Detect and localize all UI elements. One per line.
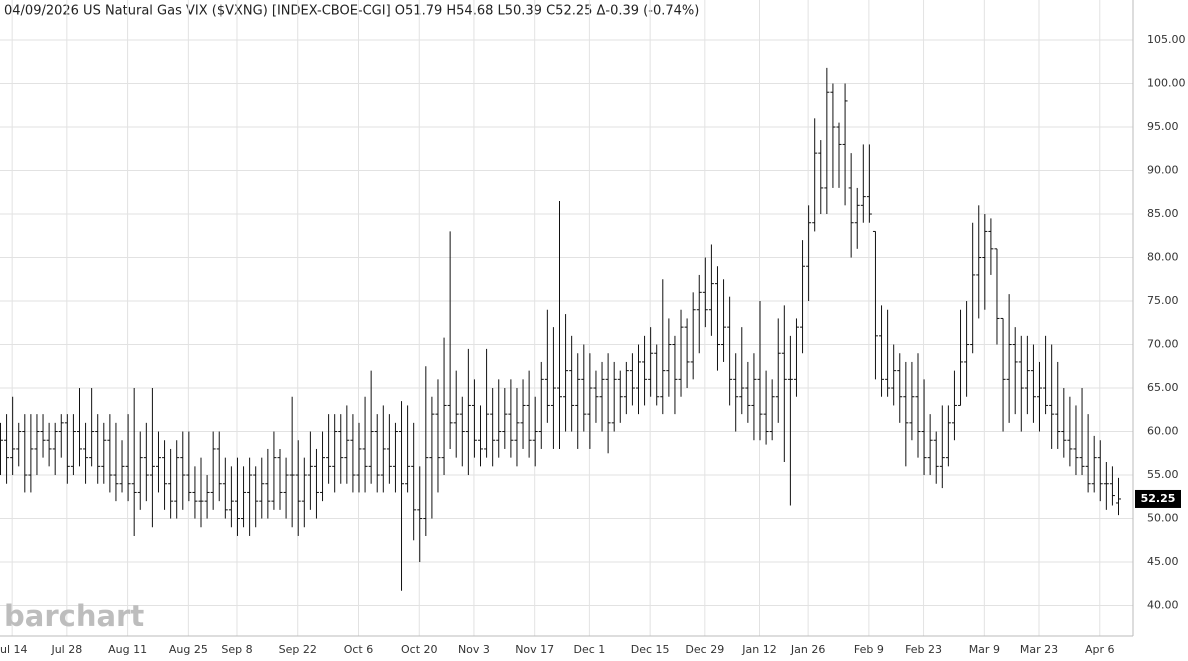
x-tick-label: Dec 29 xyxy=(685,643,724,656)
y-tick-label: 40.00 xyxy=(1147,599,1179,612)
chart-title: 04/09/2026 US Natural Gas VIX ($VXNG) [I… xyxy=(4,4,699,19)
x-tick-label: Sep 8 xyxy=(221,643,252,656)
x-tick-label: Nov 17 xyxy=(515,643,554,656)
y-tick-label: 95.00 xyxy=(1147,120,1179,133)
x-tick-label: Jan 26 xyxy=(790,643,825,656)
last-price-label: 52.25 xyxy=(1141,492,1176,505)
y-tick-label: 85.00 xyxy=(1147,207,1179,220)
x-tick-label: Mar 23 xyxy=(1020,643,1058,656)
y-tick-label: 55.00 xyxy=(1147,468,1179,481)
x-tick-label: Aug 25 xyxy=(169,643,208,656)
x-tick-label: Feb 9 xyxy=(854,643,884,656)
y-tick-label: 70.00 xyxy=(1147,338,1179,351)
x-tick-label: Apr 6 xyxy=(1085,643,1115,656)
y-tick-label: 45.00 xyxy=(1147,555,1179,568)
x-tick-label: Sep 22 xyxy=(279,643,317,656)
x-tick-label: Jan 12 xyxy=(741,643,776,656)
x-tick-label: Nov 3 xyxy=(458,643,490,656)
y-tick-label: 80.00 xyxy=(1147,251,1179,264)
x-tick-label: Mar 9 xyxy=(969,643,1000,656)
y-tick-label: 65.00 xyxy=(1147,381,1179,394)
x-tick-label: Oct 6 xyxy=(344,643,374,656)
y-tick-label: 100.00 xyxy=(1147,77,1186,90)
x-tick-label: Aug 11 xyxy=(108,643,147,656)
x-tick-label: Oct 20 xyxy=(401,643,438,656)
y-tick-label: 60.00 xyxy=(1147,425,1179,438)
last-price-tag xyxy=(1135,489,1181,508)
watermark: barchart xyxy=(4,599,144,633)
y-tick-label: 105.00 xyxy=(1147,33,1186,46)
x-tick-label: Dec 1 xyxy=(573,643,605,656)
y-tick-label: 90.00 xyxy=(1147,164,1179,177)
x-tick-label: Feb 23 xyxy=(905,643,942,656)
x-tick-label: Dec 15 xyxy=(631,643,670,656)
y-tick-label: 50.00 xyxy=(1147,512,1179,525)
x-tick-label: Jul 14 xyxy=(0,643,28,656)
y-tick-label: 75.00 xyxy=(1147,294,1179,307)
x-tick-label: Jul 28 xyxy=(50,643,82,656)
